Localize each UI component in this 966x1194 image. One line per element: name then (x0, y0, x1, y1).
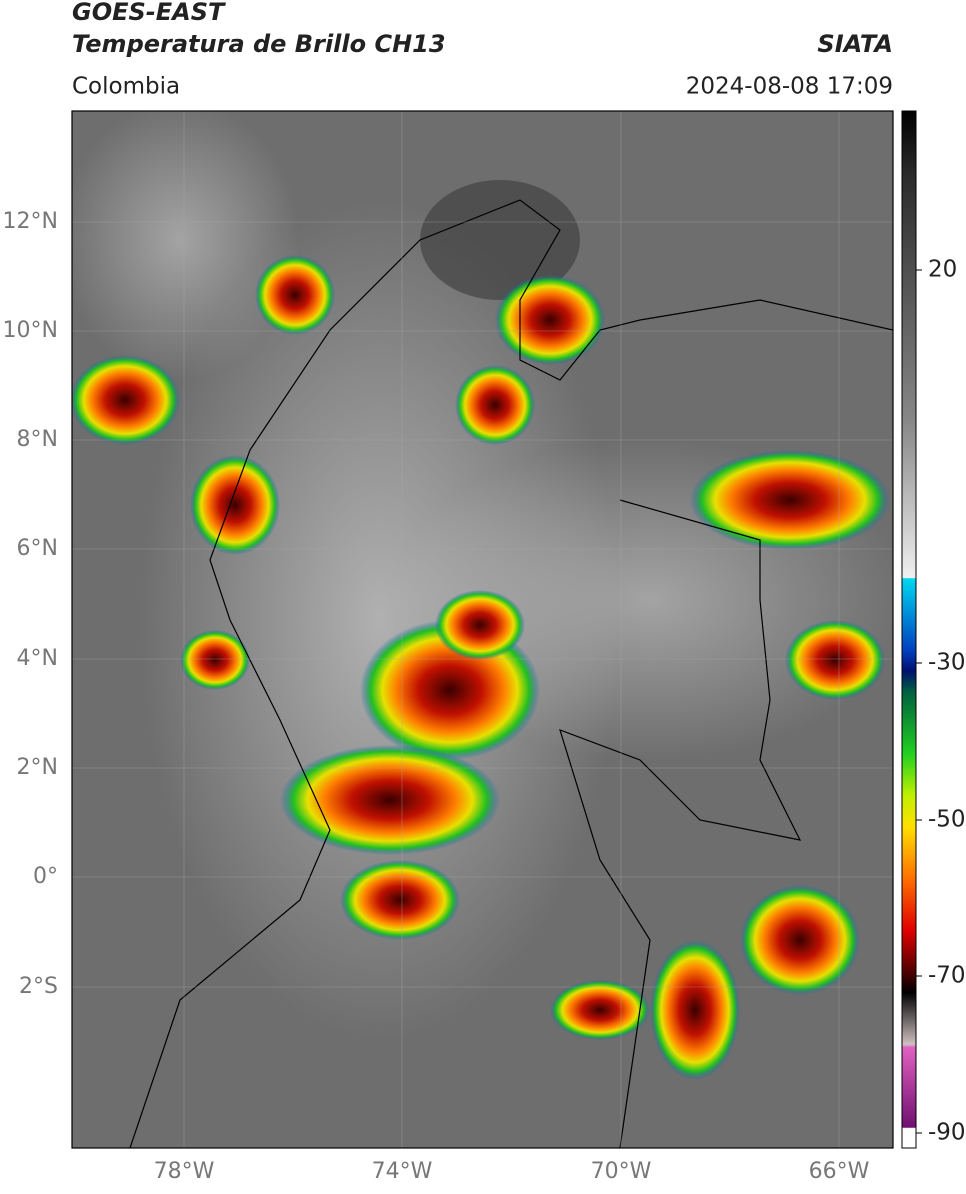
lat-label: 10°N (3, 318, 58, 343)
storm (690, 450, 890, 550)
storm (740, 885, 860, 995)
lat-label: 12°N (3, 209, 58, 234)
colorbar-label: 20 (928, 257, 957, 283)
storm (190, 455, 280, 555)
source: SIATA (817, 30, 893, 58)
storm (340, 860, 460, 940)
lat-label: 2°N (17, 755, 58, 780)
map-frame (71, 110, 894, 1149)
lat-label: 0° (33, 864, 58, 889)
datetime: 2024-08-08 17:09 (686, 74, 893, 100)
colorbar-label: -70 (928, 963, 966, 989)
border-line (129, 199, 893, 1148)
lat-label: 8°N (17, 427, 58, 452)
storm (455, 365, 535, 445)
storm (650, 940, 740, 1080)
colorbar-label: -50 (928, 807, 966, 833)
colorbar-label: -30 (928, 650, 966, 676)
lon-label: 70°W (591, 1159, 652, 1184)
lat-labels: 12°N 10°N 8°N 6°N 4°N 2°N 0° 2°S (3, 209, 58, 999)
lat-label: 6°N (17, 536, 58, 561)
storm (785, 620, 885, 700)
dry-area (420, 180, 580, 300)
storm (280, 745, 500, 855)
lat-label: 4°N (17, 646, 58, 671)
cloud (72, 111, 300, 380)
storm (435, 590, 525, 660)
grid (72, 111, 893, 1148)
subtitle: Temperatura de Brillo CH13 (72, 30, 446, 58)
storm (495, 275, 605, 365)
region: Colombia (72, 74, 180, 100)
lat-label: 2°S (19, 974, 58, 999)
title: GOES-EAST (72, 0, 226, 26)
lon-label: 74°W (372, 1159, 433, 1184)
colorbar-bar (901, 110, 917, 1149)
colorbar: 20 -30 -50 -70 -90 (901, 110, 966, 1149)
lon-label: 78°W (154, 1159, 215, 1184)
colorbar-label: -90 (928, 1120, 966, 1146)
satellite-image (72, 111, 893, 1148)
lon-label: 66°W (809, 1159, 870, 1184)
lon-labels: 78°W 74°W 70°W 66°W (154, 1159, 870, 1184)
storm (255, 255, 335, 335)
storm (550, 980, 650, 1040)
storm (72, 355, 180, 445)
storm (180, 630, 250, 690)
